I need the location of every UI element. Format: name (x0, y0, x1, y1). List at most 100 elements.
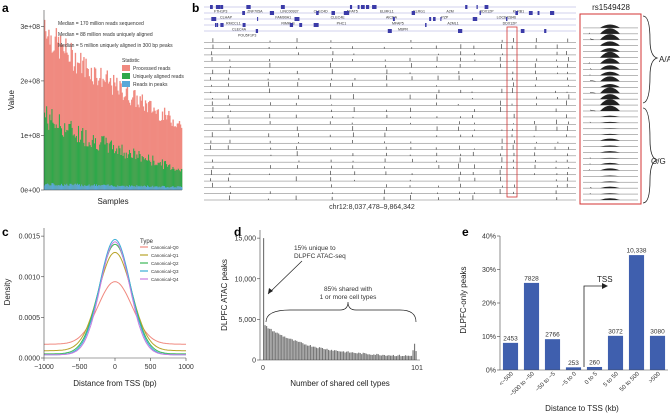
zoom-peak (600, 84, 620, 87)
panel-e-xlabel: Distance to TSS (kb) (545, 404, 619, 413)
panel-c-legend-label: Canonical-Q4 (151, 277, 179, 282)
shared-celltype-bar (394, 356, 395, 360)
shared-celltype-bar (287, 338, 288, 360)
gene-exon (515, 11, 518, 15)
shared-celltype-bar (275, 333, 276, 360)
shared-celltype-bar (305, 344, 306, 360)
legend-swatch-processed (122, 65, 130, 71)
panel-c-legend-label: Canonical-Q3 (151, 269, 179, 274)
panel-c-xtick-label: 1000 (178, 364, 194, 371)
gene-exon (388, 29, 392, 33)
tss-bin-label: 50 to 500 (619, 371, 641, 393)
shared-celltype-bar (334, 350, 335, 360)
zoom-tracks (583, 25, 638, 200)
panel-d-annot-shared-1: 85% shared with (324, 286, 372, 293)
gene-exon (220, 23, 223, 27)
panel-a-note-3: Median = 5 million uniquely aligned in 3… (58, 43, 173, 49)
zoom-peak (600, 168, 620, 170)
gene-exon (538, 11, 540, 15)
shared-celltype-bar (351, 352, 352, 360)
panel-a-xlabel: Samples (97, 197, 128, 206)
shared-celltype-bar (313, 347, 314, 360)
panel-d-ytick-label: 5,000 (238, 317, 256, 324)
gene-exon (314, 23, 319, 27)
shared-celltype-bar (367, 354, 368, 360)
zoom-peak (600, 187, 620, 188)
panel-c-xtick-label: −500 (72, 364, 88, 371)
shared-celltype-bar (381, 356, 382, 360)
shared-celltype-bar (296, 341, 297, 360)
shared-celltype-bar (411, 356, 412, 360)
shared-celltype-bar (286, 338, 287, 360)
tss-label: TSS (597, 275, 613, 284)
panel-a-note-1: Median = 170 million reads sequenced (58, 21, 144, 27)
shared-celltype-bar (326, 349, 327, 360)
shared-celltype-bar (316, 348, 317, 360)
panel-c-label: c (2, 225, 9, 239)
shared-celltype-bar (396, 356, 397, 360)
zoom-peak (600, 25, 620, 28)
snp-label: rs1549428 (592, 3, 630, 12)
shared-celltype-bar (361, 354, 362, 360)
gene-exon (294, 17, 298, 21)
zoom-peak (600, 106, 620, 111)
shared-celltype-bar (280, 335, 281, 360)
panel-e-ytick-label: 40% (482, 234, 496, 241)
gene-exon (412, 11, 415, 15)
zoom-peak (600, 34, 620, 40)
zoom-peak (600, 65, 620, 69)
legend-swatch-peaks (122, 81, 130, 87)
gene-exon (393, 17, 395, 21)
tss-bar-count-label: 7828 (524, 275, 539, 282)
shared-celltype-bar (405, 355, 406, 360)
panel-c-legend-label: Canonical-Q1 (151, 253, 179, 258)
shared-celltype-bar (412, 350, 413, 360)
tss-distance-bar (503, 343, 518, 370)
zoom-peak (600, 193, 620, 194)
shared-celltype-bar (357, 353, 358, 360)
tss-bar-count-label: 2766 (545, 332, 560, 339)
shared-celltype-bar (272, 331, 273, 360)
shared-celltype-bar (393, 355, 394, 360)
zoom-peak (600, 151, 620, 152)
genotype-brace-top (643, 16, 657, 103)
highlight-region-box (507, 27, 517, 197)
shared-celltype-bar (319, 347, 320, 360)
shared-celltype-bar (355, 353, 356, 360)
panel-c-legend-label: Canonical-Q0 (151, 245, 179, 250)
panel-e-axis: 0%10%20%30%40% (482, 234, 500, 375)
panel-d-ylabel: DLPFC ATAC peaks (220, 259, 229, 331)
shared-celltype-bar (409, 356, 410, 360)
tss-bin-label: 5 to 50 (603, 371, 621, 389)
panel-a-ylabel: Value (7, 90, 16, 110)
zoom-peak (600, 145, 620, 146)
panel-e-label: e (462, 225, 469, 239)
gene-exon (521, 29, 525, 33)
shared-celltype-bar (385, 356, 386, 360)
gene-exon (210, 5, 213, 9)
panel-c-xtick-label: 0 (113, 364, 117, 371)
gene-exon (331, 11, 335, 15)
panel-e-ytick-label: 30% (482, 267, 496, 274)
gene-exon (440, 17, 441, 21)
legend-swatch-aligned (122, 73, 130, 79)
gene-exon (529, 11, 533, 15)
panel-a-legend-title: Statistic (122, 58, 140, 64)
gene-exon (290, 23, 293, 27)
shared-celltype-bar (390, 356, 391, 360)
density-line (44, 282, 186, 345)
shared-celltype-bar (379, 355, 380, 360)
panel-e-ytick-label: 0% (486, 368, 496, 375)
shared-celltype-bar (384, 355, 385, 360)
tss-bin-label: <−500 (499, 371, 516, 388)
gene-exon (429, 17, 431, 21)
tss-bar-count-label: 10,338 (627, 248, 647, 255)
panel-d-xlabel: Number of shared cell types (290, 379, 390, 388)
shared-celltype-bar (414, 344, 415, 360)
shared-celltype-bar (342, 352, 343, 360)
panel-d-xtick-label: 101 (411, 365, 423, 372)
